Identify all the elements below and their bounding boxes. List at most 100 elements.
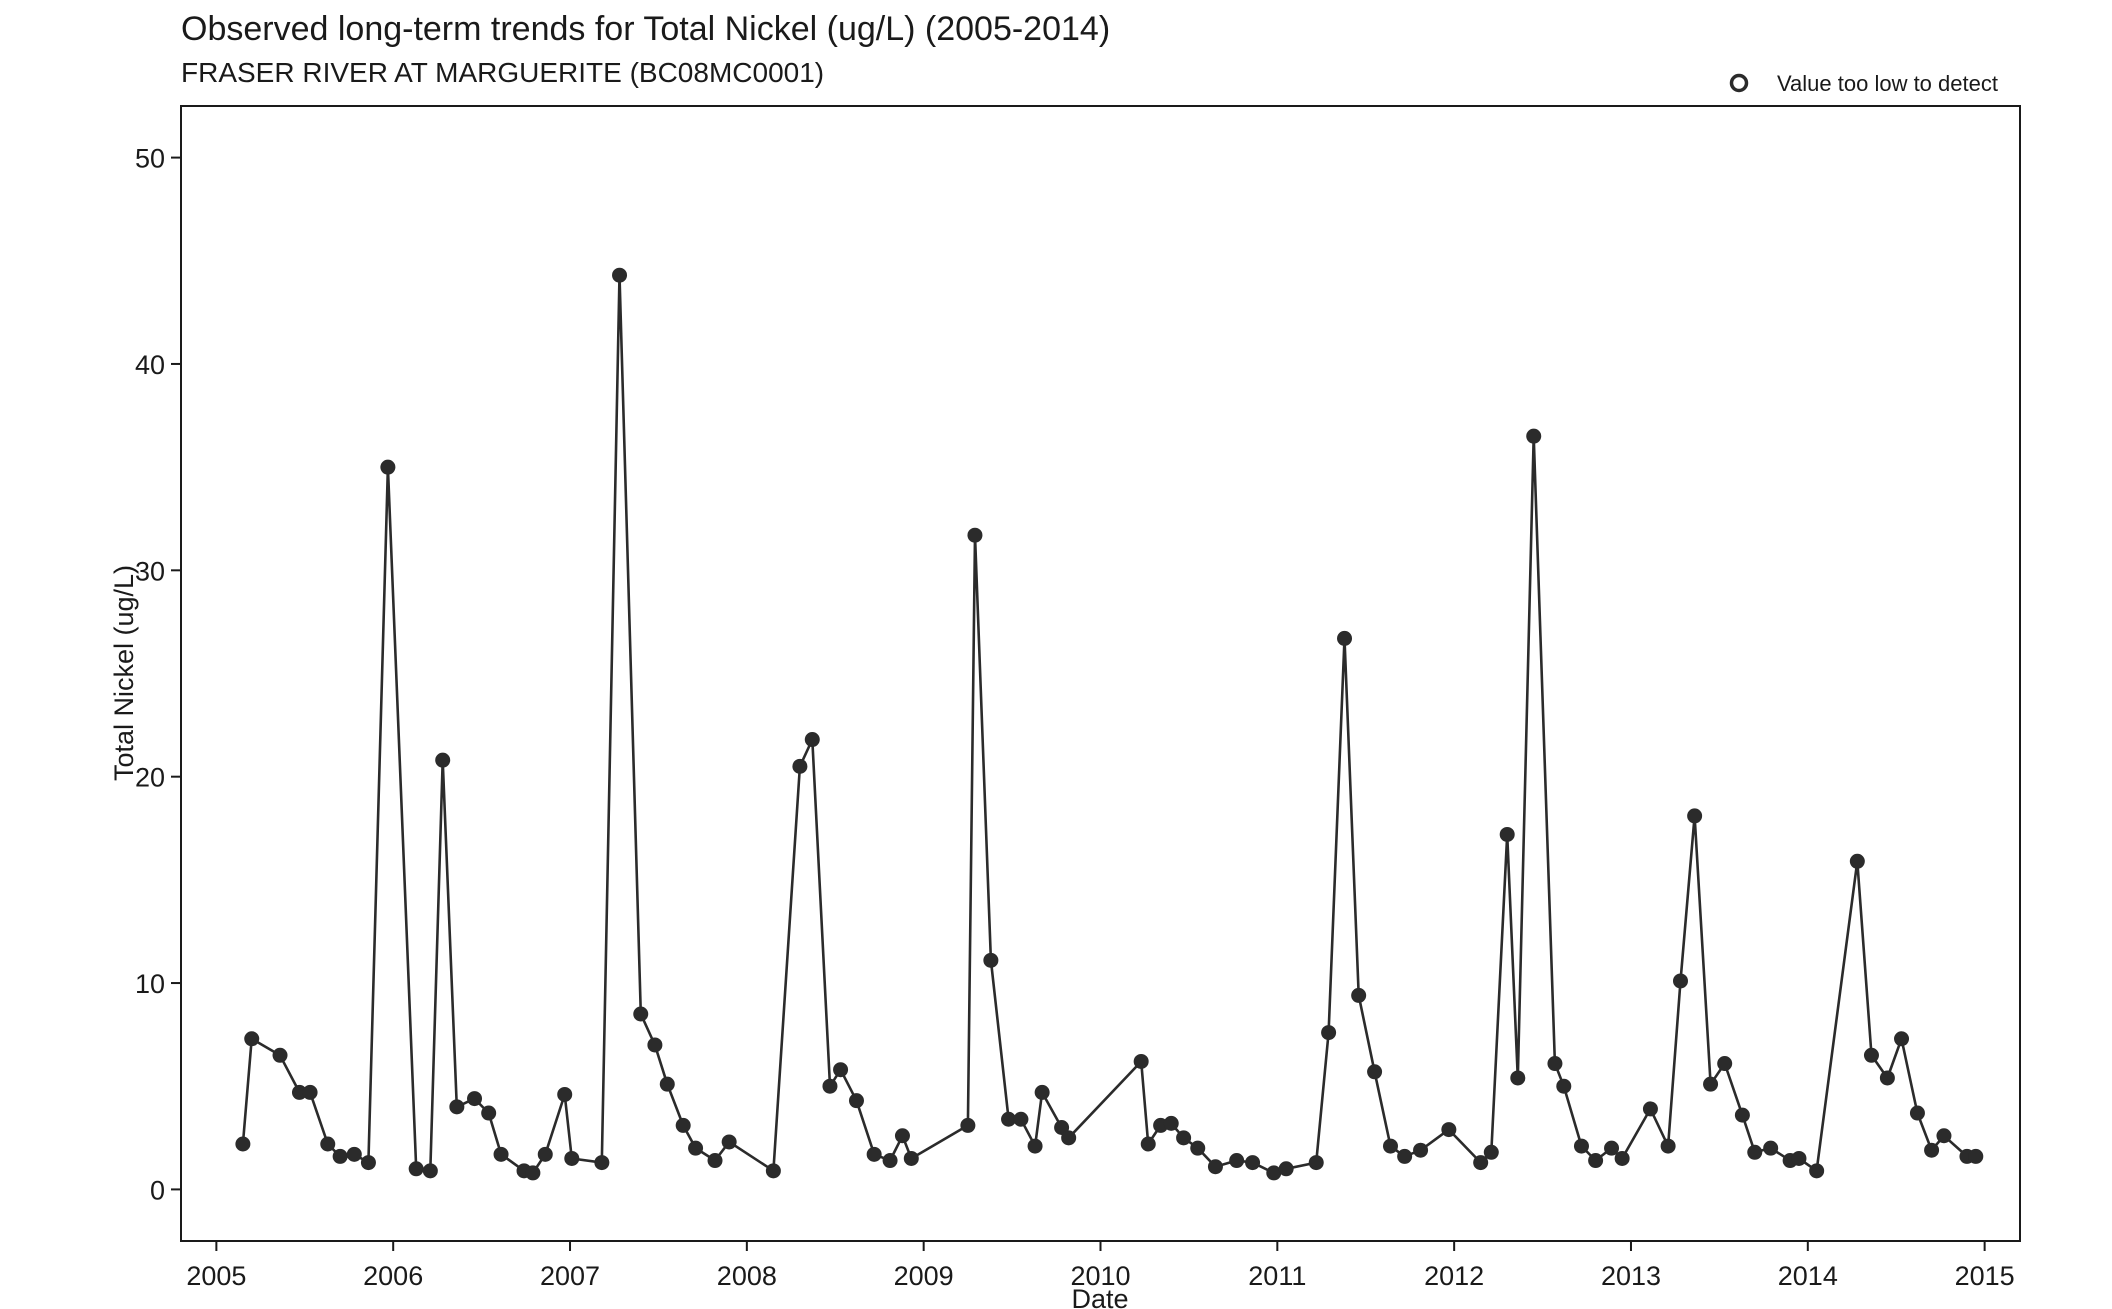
data-point (1894, 1031, 1910, 1047)
data-point (1337, 630, 1353, 646)
x-tick-label: 2012 (1424, 1261, 1484, 1291)
data-point (1308, 1155, 1324, 1171)
y-tick-label: 10 (135, 969, 165, 999)
data-point (612, 267, 628, 283)
data-point (1140, 1136, 1156, 1152)
data-point (1133, 1053, 1149, 1069)
x-tick-label: 2010 (1070, 1261, 1130, 1291)
x-tick-label: 2009 (894, 1261, 954, 1291)
series-line (241, 273, 1976, 1175)
data-point (882, 1153, 898, 1169)
data-point (481, 1105, 497, 1121)
data-point (1499, 826, 1515, 842)
x-tick-label: 2013 (1601, 1261, 1661, 1291)
y-axis-title: Total Nickel (ug/L) (109, 565, 139, 781)
data-point (1441, 1122, 1457, 1138)
data-point (525, 1165, 541, 1181)
data-point (1413, 1142, 1429, 1158)
data-point (1660, 1138, 1676, 1154)
data-point (1703, 1076, 1719, 1092)
data-point (1526, 428, 1542, 444)
data-point (1763, 1140, 1779, 1156)
x-axis-title: Date (1071, 1284, 1128, 1309)
data-point (1717, 1056, 1733, 1072)
data-point (1245, 1155, 1261, 1171)
data-point (765, 1163, 781, 1179)
data-point (866, 1146, 882, 1162)
data-point (1176, 1130, 1192, 1146)
data-point (894, 1128, 910, 1144)
data-point (1687, 808, 1703, 824)
data-point (302, 1084, 318, 1100)
data-point (422, 1163, 438, 1179)
data-point (332, 1148, 348, 1164)
x-axis: 2005 2006 2007 2008 2009 2010 2011 2012 2013 2014… (186, 1241, 2015, 1291)
data-point (320, 1136, 336, 1152)
data-point (688, 1140, 704, 1156)
y-tick-label: 20 (135, 763, 165, 793)
data-point (983, 952, 999, 968)
data-point (1367, 1064, 1383, 1080)
data-point (792, 758, 808, 774)
legend-open-circle-icon (1729, 73, 1749, 93)
data-point (1001, 1111, 1017, 1127)
x-tick-label: 2015 (1955, 1261, 2015, 1291)
data-point (493, 1146, 509, 1162)
data-point (1278, 1161, 1294, 1177)
data-point (1061, 1130, 1077, 1146)
data-point (1013, 1111, 1029, 1127)
data-point (1968, 1148, 1984, 1164)
x-tick-label: 2008 (717, 1261, 777, 1291)
data-point (594, 1155, 610, 1171)
data-point (960, 1117, 976, 1133)
data-point (1397, 1148, 1413, 1164)
data-point (1034, 1084, 1050, 1100)
data-point (467, 1091, 483, 1107)
data-point (1556, 1078, 1572, 1094)
data-point (235, 1136, 251, 1152)
data-point (1879, 1070, 1895, 1086)
data-point (291, 1084, 307, 1100)
data-point (1483, 1144, 1499, 1160)
data-point (1229, 1153, 1245, 1169)
y-tick-label: 30 (135, 556, 165, 586)
data-point (1672, 973, 1688, 989)
data-point (675, 1117, 691, 1133)
legend-label: Value too low to detect (1777, 71, 1998, 96)
data-point (1510, 1070, 1526, 1086)
data-point (1809, 1163, 1825, 1179)
x-tick-label: 2005 (186, 1261, 246, 1291)
data-point (707, 1153, 723, 1169)
data-point (346, 1146, 362, 1162)
data-point (1849, 853, 1865, 869)
data-point (1924, 1142, 1940, 1158)
data-point (659, 1076, 675, 1092)
data-point (1027, 1138, 1043, 1154)
data-point (721, 1134, 737, 1150)
data-point (804, 732, 820, 748)
x-tick-label: 2007 (540, 1261, 600, 1291)
data-point (1547, 1056, 1563, 1072)
data-point (1614, 1150, 1630, 1166)
chart-title: Observed long-term trends for Total Nick… (181, 10, 1110, 48)
x-tick-label: 2006 (363, 1261, 423, 1291)
data-point (1604, 1140, 1620, 1156)
y-axis: 0 10 20 30 40 50 (135, 144, 181, 1205)
data-point (903, 1150, 919, 1166)
data-point (1266, 1165, 1282, 1181)
data-point (1863, 1047, 1879, 1063)
data-point (647, 1037, 663, 1053)
data-point (1936, 1128, 1952, 1144)
data-point (537, 1146, 553, 1162)
data-point (1473, 1155, 1489, 1171)
data-point (380, 459, 396, 475)
data-point (1791, 1150, 1807, 1166)
data-point (449, 1099, 465, 1115)
data-point (1190, 1140, 1206, 1156)
data-point (833, 1062, 849, 1078)
data-point (564, 1150, 580, 1166)
legend: Value too low to detect (1729, 71, 1998, 96)
series-layer (235, 267, 1984, 1181)
data-point (1642, 1101, 1658, 1117)
